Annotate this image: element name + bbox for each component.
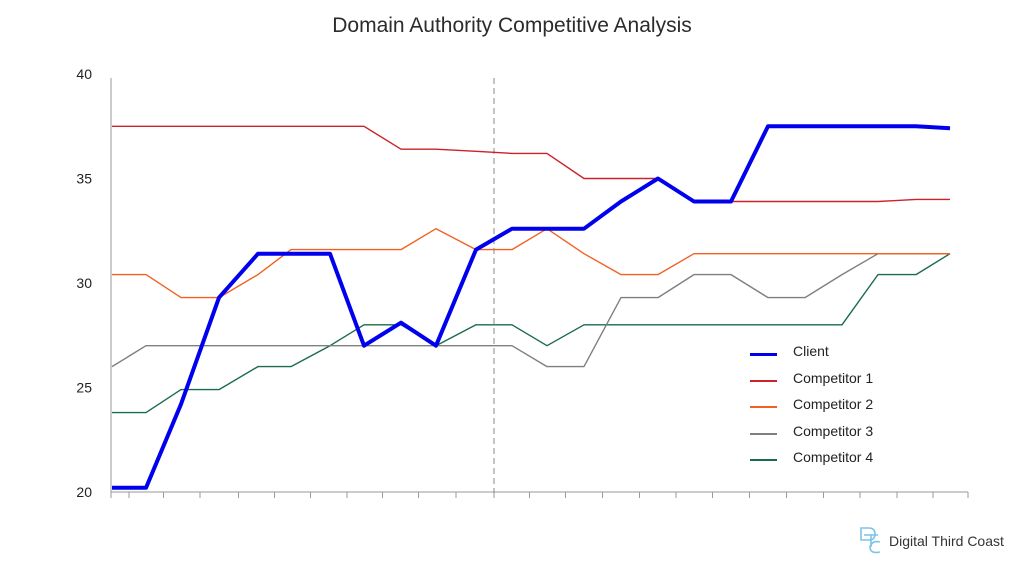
y-tick-label: 30	[76, 275, 92, 291]
legend-swatch	[750, 406, 777, 408]
y-tick-label: 35	[76, 171, 92, 187]
series-line-client	[112, 124, 951, 490]
y-tick-label: 20	[76, 484, 92, 500]
chart-title: Domain Authority Competitive Analysis	[332, 14, 692, 37]
legend-label: Competitor 1	[793, 369, 874, 386]
legend-label: Competitor 2	[793, 396, 874, 412]
legend-label: Competitor 4	[793, 449, 874, 465]
series-line-competitor-2	[112, 227, 950, 299]
legend-swatch	[750, 459, 777, 461]
y-tick-label: 25	[76, 380, 92, 396]
y-tick-label: 40	[76, 66, 92, 82]
dtc-monogram-icon	[860, 527, 881, 554]
series-line-competitor-4	[112, 253, 951, 414]
legend-swatch	[750, 432, 777, 435]
legend-swatch	[750, 353, 777, 356]
series-line-competitor-3	[111, 252, 950, 368]
legend-label: Competitor 3	[793, 422, 874, 439]
brand-name: Digital Third Coast	[889, 533, 1004, 549]
legend-label: Client	[793, 343, 829, 359]
series-line-competitor-1	[112, 125, 950, 203]
legend-swatch	[750, 379, 777, 382]
